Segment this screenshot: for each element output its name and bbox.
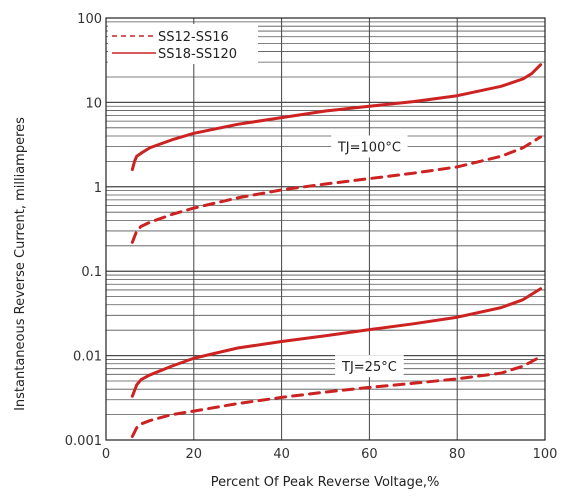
series-line (130, 355, 543, 439)
x-tick-label: 0 (102, 447, 110, 462)
annotation-label: TJ=100°C (337, 141, 401, 156)
axes: 0 20 40 60 80 100 0.001 0.01 0.1 1 10 100 (65, 12, 558, 462)
y-tick-label: 1 (94, 181, 102, 196)
x-tick-label: 20 (186, 447, 203, 462)
series-line (130, 63, 543, 172)
y-tick-label: 0.1 (81, 265, 102, 280)
series-line (130, 135, 543, 244)
x-tick-label: 60 (361, 447, 378, 462)
annotations: TJ=100°C TJ=25°C (331, 135, 408, 378)
series-line (130, 287, 543, 398)
annotation-box (335, 355, 404, 378)
plot-frame (105, 17, 546, 441)
annotation-label: TJ=25°C (341, 360, 397, 375)
legend-box (108, 24, 258, 64)
y-tick-label: 100 (77, 12, 102, 27)
x-tick-label: 80 (449, 447, 466, 462)
y-axis-title: Instantaneous Reverse Current, milliampe… (13, 117, 28, 411)
x-tick-label: 100 (533, 447, 558, 462)
x-tick-label: 40 (273, 447, 290, 462)
annotation-box (331, 135, 408, 158)
x-axis-title: Percent Of Peak Reverse Voltage,% (211, 475, 440, 490)
legend-label: SS12-SS16 (158, 30, 229, 45)
y-tick-label: 0.001 (65, 434, 102, 449)
legend-label: SS18-SS120 (158, 47, 237, 62)
y-tick-label: 10 (85, 96, 102, 111)
series-lines (130, 63, 543, 439)
legend: SS12-SS16 SS18-SS120 (108, 24, 258, 64)
y-tick-label: 0.01 (73, 350, 102, 365)
